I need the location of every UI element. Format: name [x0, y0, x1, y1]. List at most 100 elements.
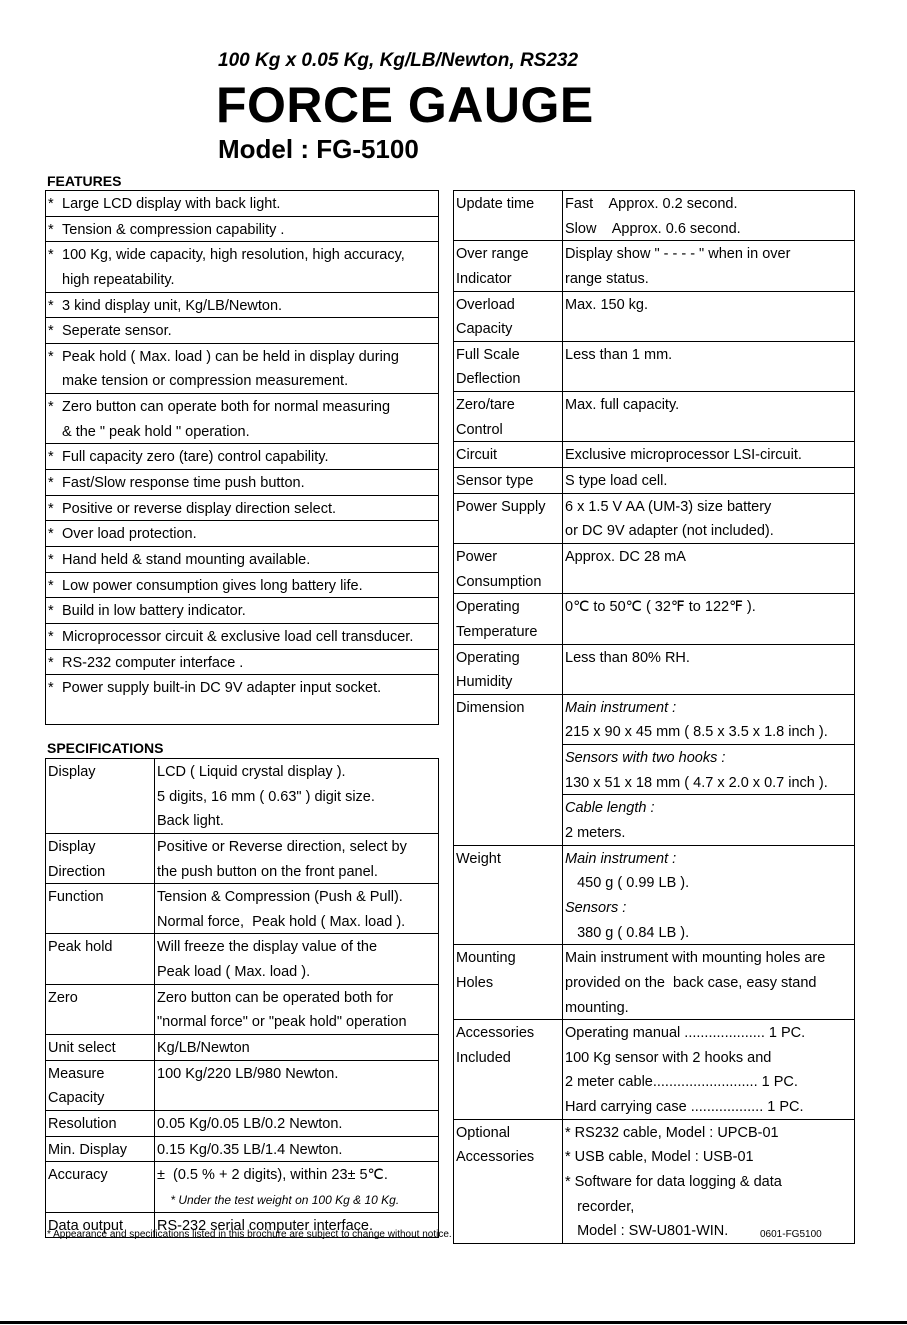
spec-row: Zero/tare Control Max. full capacity.	[453, 391, 855, 443]
spec-label: Zero	[48, 989, 78, 1006]
spec-label	[456, 518, 562, 543]
spec-label: Display	[48, 838, 96, 855]
feature-text: Peak hold ( Max. load ) can be held in d…	[62, 348, 399, 365]
bullet-marker: *	[48, 247, 54, 264]
bullet-marker: *	[48, 323, 54, 340]
spec-value-line	[565, 316, 854, 341]
spec-value-line: 450 g ( 0.99 LB ).	[565, 875, 690, 892]
feature-line: * Fast/Slow response time push button.	[48, 470, 438, 495]
spec-label: Accessories	[456, 1149, 535, 1166]
spec-row: Mounting Holes Main instrument with mounti…	[453, 944, 855, 1021]
general-specifications-table: Update time Fast Approx. 0.2 second. Slow …	[453, 189, 855, 1244]
spec-value-group: 0℃ to 50℃ ( 32℉ to 122℉ ).	[563, 594, 854, 643]
feature-cell: * Tension & compression capability .	[45, 215, 439, 243]
feature-line: * Full capacity zero (tare) control capab…	[48, 444, 438, 469]
spec-value-line: Exclusive microprocessor LSI-circuit.	[565, 447, 802, 464]
footer-disclaimer: * Appearance and specifications listed i…	[47, 1229, 452, 1240]
spec-value-cell: 6 x 1.5 V AA (UM-3) size battery or DC 9V…	[562, 492, 855, 544]
subtitle: 100 Kg x 0.05 Kg, Kg/LB/Newton, RS232	[218, 50, 579, 71]
bullet-marker: *	[48, 475, 54, 492]
spec-value-cell: 100 Kg/220 LB/980 Newton.	[154, 1059, 439, 1111]
feature-cell: * Positive or reverse display direction s…	[45, 494, 439, 522]
spec-label-cell: Measure Capacity	[45, 1059, 155, 1111]
spec-value-group: Sensors with two hooks : 130 x 51 x 18 mm…	[563, 744, 854, 794]
feature-row: * Zero button can operate both for normal…	[45, 393, 439, 445]
spec-label: Optional	[456, 1124, 511, 1141]
spec-label: Consumption	[456, 573, 542, 590]
spec-row: Measure Capacity 100 Kg/220 LB/980 Newton.	[45, 1059, 439, 1111]
feature-line: make tension or compression measurement.	[48, 368, 438, 393]
spec-value-line: * RS232 cable, Model : UPCB-01	[565, 1124, 779, 1141]
spec-value-line: Model : SW-U801-WIN.	[565, 1223, 729, 1240]
spec-value-line: 0.15 Kg/0.35 LB/1.4 Newton.	[157, 1141, 343, 1158]
spec-value-line: range status.	[565, 270, 649, 287]
spec-label: Dimension	[456, 699, 525, 716]
feature-line: * Seperate sensor.	[48, 318, 438, 343]
bottom-divider	[0, 1321, 907, 1324]
document-code: 0601-FG5100	[760, 1229, 822, 1240]
spec-value-line: Main instrument :	[565, 850, 677, 867]
spec-value-line: * Under the test weight on 100 Kg & 10 K…	[157, 1192, 400, 1207]
feature-row: * Positive or reverse display direction s…	[45, 494, 439, 522]
spec-label: Capacity	[456, 321, 513, 338]
spec-value-line: 130 x 51 x 18 mm ( 4.7 x 2.0 x 0.7 inch …	[565, 774, 828, 791]
spec-label: Unit select	[48, 1040, 116, 1057]
feature-row: * Build in low battery indicator.	[45, 597, 439, 624]
feature-line: * Large LCD display with back light.	[48, 191, 438, 216]
feature-row: * Full capacity zero (tare) control capab…	[45, 443, 439, 471]
spec-value-line: Operating manual .................... 1 …	[565, 1025, 806, 1042]
spec-label	[48, 1187, 154, 1212]
feature-row: * Fast/Slow response time push button.	[45, 469, 439, 496]
spec-value-group: Operating manual .................... 1 …	[563, 1020, 854, 1119]
spec-label	[48, 784, 154, 809]
spec-label-cell: Accuracy	[45, 1161, 155, 1213]
feature-row: * RS-232 computer interface .	[45, 648, 439, 676]
spec-value-group: Main instrument with mounting holes are p…	[563, 945, 854, 1019]
spec-value-cell: Approx. DC 28 mA	[562, 542, 855, 595]
spec-value-cell: Kg/LB/Newton	[154, 1034, 439, 1061]
spec-label-cell: Circuit	[453, 441, 563, 469]
feature-line: * Peak hold ( Max. load ) can be held in …	[48, 344, 438, 369]
spec-label-cell: Display	[45, 758, 155, 834]
spec-label: Holes	[456, 974, 494, 991]
spec-value-line: Less than 1 mm.	[565, 346, 673, 363]
feature-row: * Tension & compression capability .	[45, 215, 439, 243]
feature-text: Zero button can operate both for normal …	[62, 399, 391, 416]
spec-label	[456, 995, 562, 1020]
spec-label: Circuit	[456, 447, 498, 464]
feature-text: RS-232 computer interface .	[62, 654, 244, 671]
spec-label: Operating	[456, 599, 520, 616]
spec-value-line: Back light.	[157, 813, 224, 830]
spec-value-line: Less than 80% RH.	[565, 649, 690, 666]
feature-text: Large LCD display with back light.	[62, 196, 281, 212]
spec-label: Direction	[48, 863, 106, 880]
spec-label-cell: Dimension	[453, 693, 563, 846]
feature-text: Positive or reverse display direction se…	[62, 500, 337, 517]
bullet-marker: *	[48, 654, 54, 671]
feature-text: Tension & compression capability .	[62, 221, 285, 238]
feature-line: * Power supply built-in DC 9V adapter inp…	[48, 675, 438, 700]
feature-line: high repeatability.	[48, 267, 438, 292]
feature-row: * Seperate sensor.	[45, 317, 439, 344]
spec-value-line: mounting.	[565, 999, 629, 1016]
spec-value-cell: Main instrument with mounting holes are p…	[562, 944, 855, 1021]
feature-line: * 3 kind display unit, Kg/LB/Newton.	[48, 293, 438, 318]
spec-row: Over range Indicator Display show " - - - …	[453, 240, 855, 292]
spec-value-line: ± (0.5 % + 2 digits), within 23± 5℃.	[157, 1167, 388, 1184]
feature-cell: * Over load protection.	[45, 520, 439, 547]
feature-line: * Positive or reverse display direction s…	[48, 496, 438, 521]
spec-value-line: 6 x 1.5 V AA (UM-3) size battery	[565, 498, 772, 515]
spec-value-line: Max. 150 kg.	[565, 296, 649, 313]
spec-value-line: Sensors :	[565, 899, 627, 916]
spec-value-cell: Main instrument : 215 x 90 x 45 mm ( 8.5 …	[562, 693, 855, 846]
spec-value-group: LCD ( Liquid crystal display ). 5 digits,…	[155, 759, 438, 833]
spec-value-group: S type load cell.	[563, 468, 854, 493]
feature-line: * RS-232 computer interface .	[48, 650, 438, 675]
spec-value-group: Display show " - - - - " when in over ran…	[563, 241, 854, 290]
spec-value-cell: Positive or Reverse direction, select by…	[154, 832, 439, 885]
feature-cell: * 100 Kg, wide capacity, high resolution,…	[45, 241, 439, 293]
spec-value-line: recorder,	[565, 1198, 635, 1215]
features-heading: FEATURES	[47, 173, 122, 189]
feature-line	[48, 700, 438, 725]
spec-value-group: Will freeze the display value of the Peak…	[155, 934, 438, 983]
